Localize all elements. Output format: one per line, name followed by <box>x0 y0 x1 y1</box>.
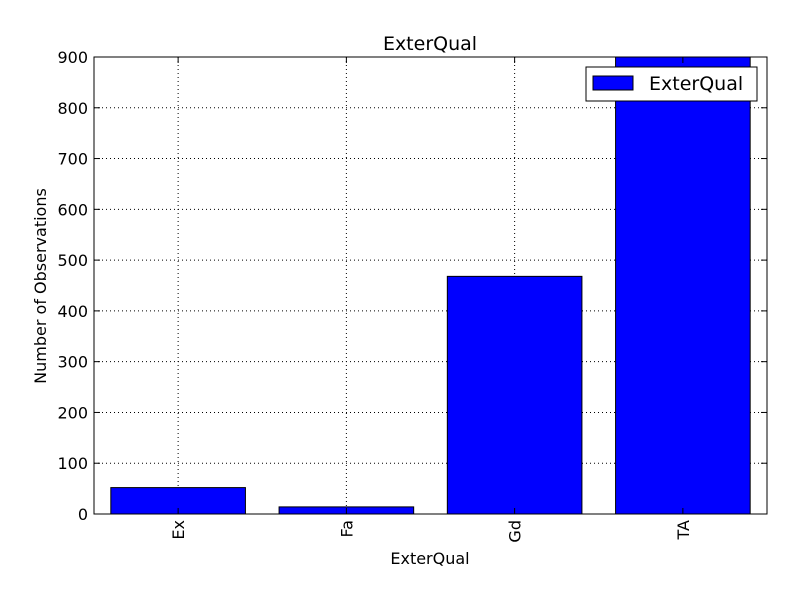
y-tick-label: 900 <box>57 48 88 67</box>
x-tick-label-ta: TA <box>674 520 693 541</box>
plot-frame <box>93 56 768 515</box>
legend: ExterQual <box>585 66 758 102</box>
y-tick-label: 800 <box>57 99 88 118</box>
y-tick-label: 700 <box>57 150 88 169</box>
x-tick-label-gd: Gd <box>506 520 525 543</box>
chart-title: ExterQual <box>383 33 477 55</box>
x-tick-label-fa: Fa <box>337 520 356 538</box>
y-tick-label: 400 <box>57 302 88 321</box>
bar-gd <box>446 275 583 514</box>
y-tick-label: 300 <box>57 353 88 372</box>
y-tick-label: 600 <box>57 200 88 219</box>
legend-label: ExterQual <box>649 73 743 95</box>
y-tick-label: 100 <box>57 454 88 473</box>
y-tick-label: 0 <box>78 505 88 524</box>
legend-swatch <box>592 75 634 91</box>
x-axis-label: ExterQual <box>390 549 469 568</box>
bars <box>110 57 751 514</box>
bar-ta <box>615 57 751 514</box>
y-tick-label: 200 <box>57 403 88 422</box>
y-tick-label: 500 <box>57 251 88 270</box>
x-tick-label-ex: Ex <box>169 520 188 540</box>
axis-ticks: 0 100 200 300 400 500 600 700 800 900 Ex Fa Gd TA <box>57 48 767 543</box>
y-axis-label: Number of Observations <box>31 188 50 384</box>
